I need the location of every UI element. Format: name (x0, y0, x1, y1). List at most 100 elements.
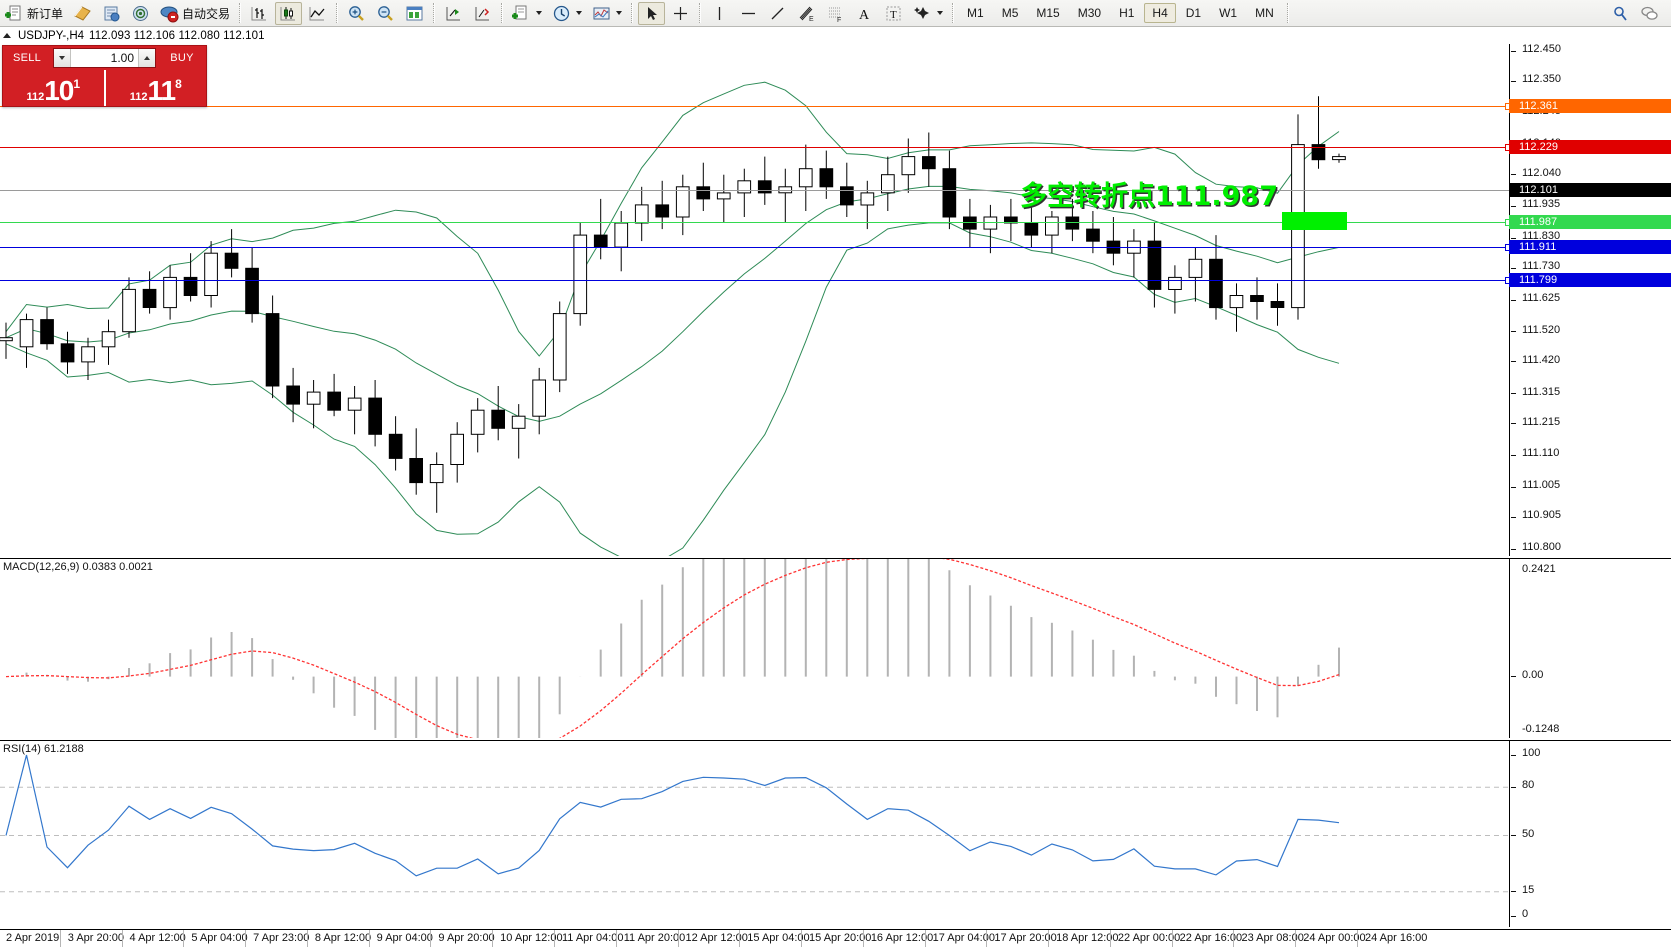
candle-body (1229, 295, 1244, 309)
fibonacci-button[interactable]: F (822, 2, 849, 25)
candle-body (511, 415, 526, 429)
order-level-handle[interactable] (1505, 103, 1509, 110)
order-level-handle[interactable] (1505, 144, 1509, 151)
highlight-rectangle[interactable] (1282, 212, 1347, 230)
line-chart-button[interactable] (304, 2, 331, 25)
auto-trading-button[interactable]: 自动交易 (156, 2, 234, 25)
chart-shift-button[interactable] (469, 2, 496, 25)
time-axis-label: 11 Apr 04:00 (561, 932, 624, 944)
candle-body (901, 156, 916, 176)
data-window-button[interactable] (401, 2, 428, 25)
price-axis[interactable]: 112.450112.350112.245112.140112.040111.9… (1509, 43, 1671, 556)
collapse-triangle-icon[interactable] (3, 33, 11, 38)
bid-price-line[interactable] (0, 190, 1509, 191)
bar-chart-button[interactable] (246, 2, 273, 25)
time-axis-separator (59, 930, 61, 947)
candle-body (1311, 144, 1326, 161)
chevron-down-icon[interactable] (616, 11, 623, 15)
ohlc-values: 112.093 112.106 112.080 112.101 (89, 29, 265, 42)
volume-input[interactable]: 1.00 (110, 51, 134, 65)
order-level-handle[interactable] (1505, 244, 1509, 251)
auto-scroll-button[interactable] (440, 2, 467, 25)
timeframe-d1[interactable]: D1 (1185, 6, 1202, 20)
volume-increment-button[interactable] (138, 49, 155, 67)
timeframe-m5[interactable]: M5 (1001, 6, 1019, 20)
sell-price[interactable]: 112 10 1 (3, 70, 104, 106)
templates-button[interactable] (508, 2, 546, 25)
price-level-tag[interactable]: 111.911 (1509, 240, 1671, 254)
new-order-button[interactable]: 新订单 (1, 2, 67, 25)
time-axis-separator (121, 930, 123, 947)
price-pane[interactable]: 112.450112.350112.245112.140112.040111.9… (0, 43, 1671, 556)
price-level-tag[interactable]: 112.229 (1509, 140, 1671, 154)
chevron-down-icon[interactable] (536, 11, 543, 15)
metaeditor-button[interactable] (69, 2, 96, 25)
order-level-line[interactable] (0, 222, 1509, 223)
vertical-line-button[interactable] (706, 2, 733, 25)
shapes-button[interactable] (909, 2, 947, 25)
price-plot[interactable] (0, 44, 1509, 556)
chevron-down-icon[interactable] (576, 11, 583, 15)
indicators-button[interactable] (588, 2, 626, 25)
expert-advisors-button[interactable] (98, 2, 125, 25)
toolbar-separator (699, 3, 702, 23)
price-level-tag[interactable]: 112.361 (1509, 99, 1671, 113)
rsi-plot[interactable] (0, 741, 1509, 927)
price-level-tag[interactable]: 111.987 (1509, 215, 1671, 229)
candle-body (204, 252, 218, 296)
order-level-line[interactable] (0, 147, 1509, 148)
time-axis-separator (1295, 930, 1297, 947)
candle-body (614, 222, 629, 248)
price-level-tag[interactable]: 111.799 (1509, 273, 1671, 287)
signals-button[interactable] (127, 2, 154, 25)
text-box-button[interactable]: T (880, 2, 907, 25)
trendline-button[interactable] (764, 2, 791, 25)
order-level-line[interactable] (0, 106, 1509, 107)
zoom-in-button[interactable] (343, 2, 370, 25)
chevron-down-icon[interactable] (937, 11, 944, 15)
cursor-button[interactable] (638, 1, 666, 25)
candle-body (634, 204, 649, 224)
candle-body (1332, 156, 1346, 161)
order-level-handle[interactable] (1505, 277, 1509, 284)
timeframe-h4[interactable]: H4 (1144, 3, 1176, 23)
zoom-out-button[interactable] (372, 2, 399, 25)
macd-plot[interactable] (0, 559, 1509, 738)
order-level-line[interactable] (0, 280, 1509, 281)
sell-button[interactable]: SELL (12, 52, 42, 64)
volume-dropdown-button[interactable] (54, 49, 71, 67)
time-axis-separator (862, 930, 864, 947)
volume-stepper[interactable]: 1.00 (53, 48, 156, 68)
horizontal-line-button[interactable] (735, 2, 762, 25)
chat-button[interactable] (1636, 2, 1663, 25)
timeframe-m30[interactable]: M30 (1077, 6, 1102, 20)
text-label-button[interactable]: A (851, 2, 878, 25)
timeframe-h1[interactable]: H1 (1119, 6, 1135, 20)
order-level-handle[interactable] (1505, 219, 1509, 226)
timeframe-m1[interactable]: M1 (967, 6, 984, 20)
macd-pane[interactable]: 0.2421 0.00 -0.1248 MACD(12,26,9) 0.0383 0… (0, 558, 1671, 738)
price-level-tag[interactable]: 112.101 (1509, 183, 1671, 197)
search-button[interactable] (1607, 2, 1634, 25)
candle-body (429, 464, 444, 484)
rsi-pane[interactable]: 100 80 50 15 0 RSI(14) 61.2188 (0, 740, 1671, 927)
timeframe-w1[interactable]: W1 (1219, 6, 1238, 20)
candle-body (450, 433, 464, 465)
crosshair-button[interactable] (667, 2, 694, 25)
time-axis[interactable]: 2 Apr 2019 3 Apr 20:00 4 Apr 12:00 5 Apr 04… (0, 929, 1671, 947)
chart-text-annotation[interactable]: 多空转折点111.987 (1020, 181, 1278, 212)
order-level-line[interactable] (0, 247, 1509, 248)
candle-body (1209, 258, 1223, 309)
candle-body (19, 319, 34, 348)
periodicity-button[interactable] (548, 2, 586, 25)
candlestick-chart-button[interactable] (275, 1, 303, 25)
buy-price[interactable]: 112 11 8 (103, 70, 207, 106)
equidistant-channel-button[interactable]: E (793, 2, 820, 25)
chevron-up-icon (144, 56, 150, 60)
timeframe-mn[interactable]: MN (1255, 6, 1274, 20)
candle-body (224, 252, 239, 269)
chart-area[interactable]: 112.450112.350112.245112.140112.040111.9… (0, 43, 1671, 947)
buy-button[interactable]: BUY (170, 52, 194, 64)
candle-body (347, 397, 362, 411)
timeframe-m15[interactable]: M15 (1036, 6, 1060, 20)
